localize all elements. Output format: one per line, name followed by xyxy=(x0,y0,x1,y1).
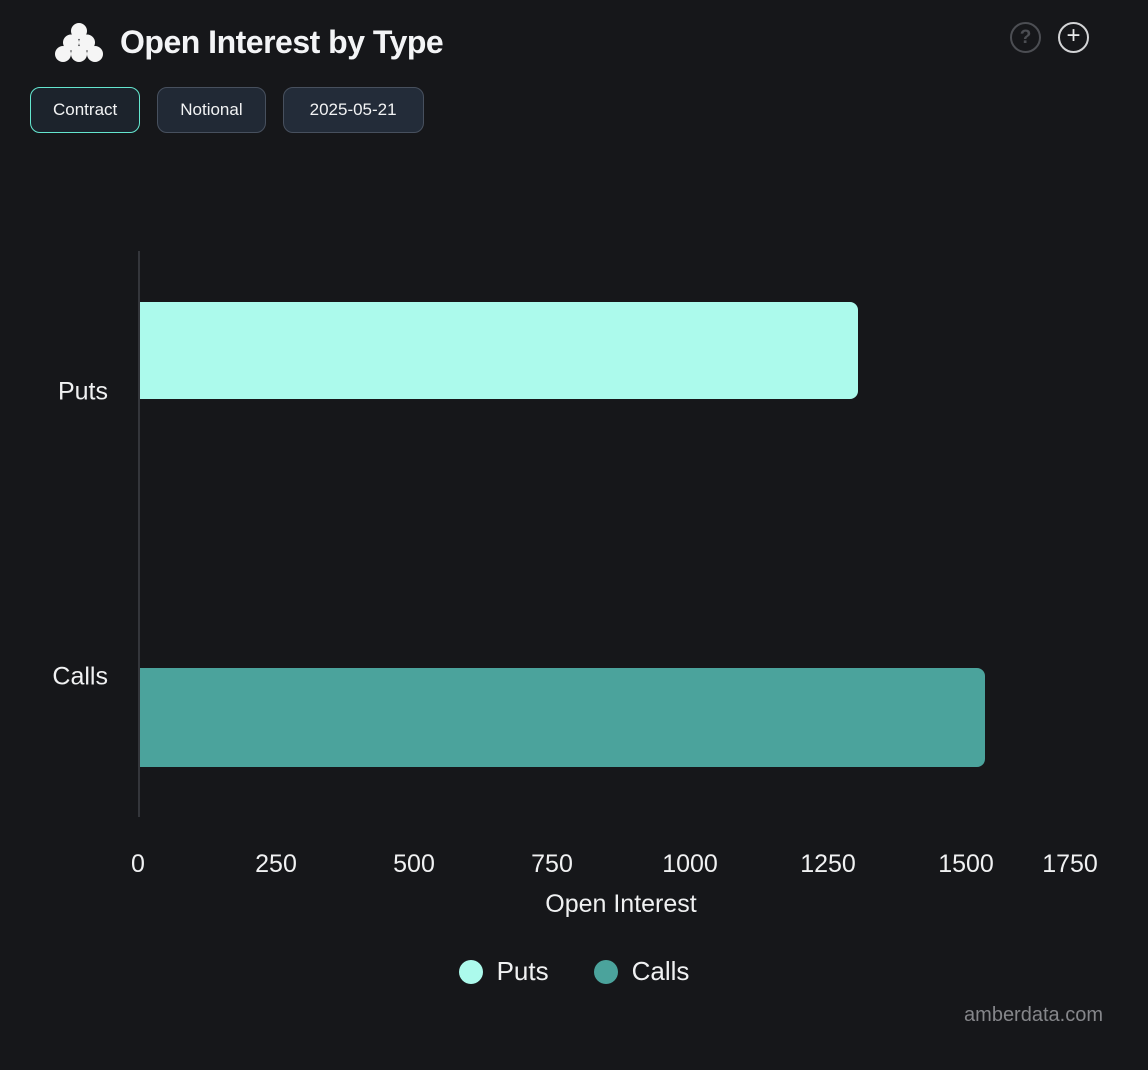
x-tick-label: 1250 xyxy=(800,850,856,878)
x-tick-label: 500 xyxy=(393,850,435,878)
x-tick-label: 1000 xyxy=(662,850,718,878)
x-tick-label: 250 xyxy=(255,850,297,878)
notional-toggle-button[interactable]: Notional xyxy=(157,87,266,133)
help-icon[interactable]: ? xyxy=(1010,22,1041,53)
x-tick-label: 1500 xyxy=(938,850,994,878)
legend-label-puts: Puts xyxy=(496,956,549,986)
x-tick-label: 750 xyxy=(531,850,573,878)
x-tick-label: 1750 xyxy=(1042,850,1098,878)
calls-swatch-icon xyxy=(593,959,618,984)
y-category-label-puts: Puts xyxy=(57,377,108,406)
chart-legend: Puts Calls xyxy=(0,956,1148,987)
help-glyph: ? xyxy=(1019,26,1032,48)
legend-item-calls[interactable]: Calls xyxy=(593,956,690,987)
y-axis-line xyxy=(138,251,140,817)
puts-bar[interactable] xyxy=(140,302,858,399)
puts-swatch-icon xyxy=(458,959,483,984)
legend-label-calls: Calls xyxy=(631,956,690,986)
y-category-label-calls: Calls xyxy=(52,662,108,691)
amberdata-watermark: amberdata.com xyxy=(964,1004,1103,1026)
contract-toggle-button[interactable]: Contract xyxy=(30,87,141,133)
amberdata-logo-icon xyxy=(55,23,103,62)
expiration-date-button[interactable]: 2025-05-21 xyxy=(282,87,424,133)
add-expand-icon[interactable]: + xyxy=(1058,22,1089,53)
x-tick-label: 0 xyxy=(131,850,145,878)
plus-glyph: + xyxy=(1066,22,1081,49)
calls-bar[interactable] xyxy=(140,668,985,767)
page-title: Open Interest by Type xyxy=(120,24,444,60)
legend-item-puts[interactable]: Puts xyxy=(458,956,549,987)
x-axis-title: Open Interest xyxy=(545,890,697,918)
toolbar: Contract Notional 2025-05-21 xyxy=(30,87,424,133)
